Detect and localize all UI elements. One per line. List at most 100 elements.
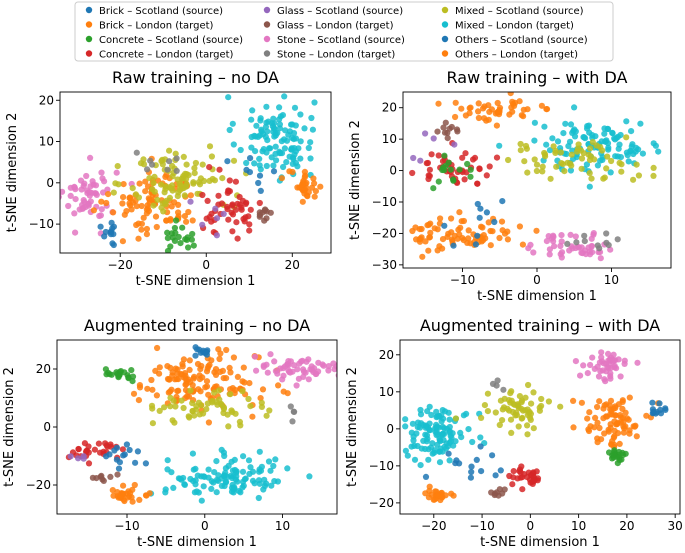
scatter-point [81,440,88,447]
scatter-point [224,158,231,165]
scatter-point [180,175,187,182]
scatter-point [493,122,500,129]
scatter-point [597,255,604,262]
scatter-point [170,484,177,491]
scatter-point [533,227,540,234]
x-tick-label: −20 [108,258,133,272]
scatter-point [211,369,218,376]
scatter-point [487,242,494,249]
scatter-point [547,175,554,182]
scatter-point [229,120,236,127]
scatter-point [496,104,504,111]
scatter-point [172,150,179,157]
scatter-point [67,453,74,460]
scatter-point [97,223,104,230]
scatter-point [577,372,584,379]
scatter-point [498,218,506,225]
scatter-point [263,361,270,368]
scatter-point [509,481,516,488]
y-axis-label: t-SNE dimension 2 [2,367,17,487]
scatter-point [120,194,127,201]
scatter-point [270,462,277,470]
scatter-point [527,416,534,423]
scatter-point [586,183,593,190]
scatter-point [164,247,172,253]
y-tick-label: −30 [372,258,397,272]
scatter-point [249,107,256,114]
scatter-point [110,189,117,196]
scatter-point [194,190,201,197]
scatter-point [459,154,466,161]
scatter-point [251,480,258,487]
scatter-point [172,229,179,236]
scatter-point [461,176,468,183]
scatter-point [410,154,417,162]
scatter-point [119,238,126,245]
scatter-point [233,473,240,480]
scatter-point [422,130,429,137]
scatter-point [581,238,588,245]
scatter-point [456,166,463,173]
scatter-point [591,365,598,372]
scatter-point [183,161,190,168]
y-axis-label: t-SNE dimension 2 [5,113,20,233]
scatter-point [594,403,601,411]
scatter-point [264,369,271,376]
scatter-point [280,163,287,171]
scatter-point [513,412,521,419]
scatter-point [493,154,501,161]
scatter-point [114,471,121,478]
scatter-point [72,196,79,203]
scatter-point [330,360,337,367]
scatter-point [456,209,463,216]
scatter-point [496,234,503,242]
scatter-point [272,456,279,463]
scatter-point [176,180,183,187]
panel-3: Augmented training – no DA −10 0 10 −20 0 20 t-… [2,316,338,550]
scatter-point [98,472,105,479]
scatter-point [616,457,623,464]
scatter-point [108,371,115,378]
scatter-point [126,195,133,202]
scatter-point [247,155,254,162]
scatter-point [203,383,211,390]
scatter-point [289,134,296,141]
scatter-point [306,473,313,480]
scatter-point [213,489,220,496]
scatter-point [247,403,254,410]
scatter-point [469,438,476,446]
scatter-point [147,157,154,164]
scatter-point [588,175,595,182]
scatter-point [507,416,515,423]
scatter-point [631,423,638,430]
scatter-point [526,409,533,417]
scatter-point [221,482,228,490]
scatter-point [482,235,489,242]
scatter-point [128,494,135,501]
scatter-point [445,159,452,166]
scatter-point [417,411,425,418]
scatter-point [251,132,258,139]
scatter-point [533,161,541,168]
scatter-point [522,142,530,150]
scatter-point [204,347,211,354]
scatter-point [311,193,318,200]
scatter-point [617,131,624,139]
scatter-point [616,159,623,166]
scatter-point [297,138,304,145]
scatter-point [477,443,484,450]
legend-entry: Concrete – Scotland (source) [99,35,243,46]
scatter-point [570,424,577,431]
scatter-point [179,363,186,370]
scatter-point [243,159,250,167]
scatter-point [206,164,213,171]
y-tick-label: −20 [369,496,394,510]
scatter-point [561,168,568,175]
legend-entry: Concrete – London (target) [99,50,234,61]
scatter-point [60,194,62,200]
scatter-point [256,155,263,162]
scatter-point [622,409,629,416]
scatter-point [138,202,145,210]
scatter-point [439,423,446,431]
scatter-point [294,184,301,191]
